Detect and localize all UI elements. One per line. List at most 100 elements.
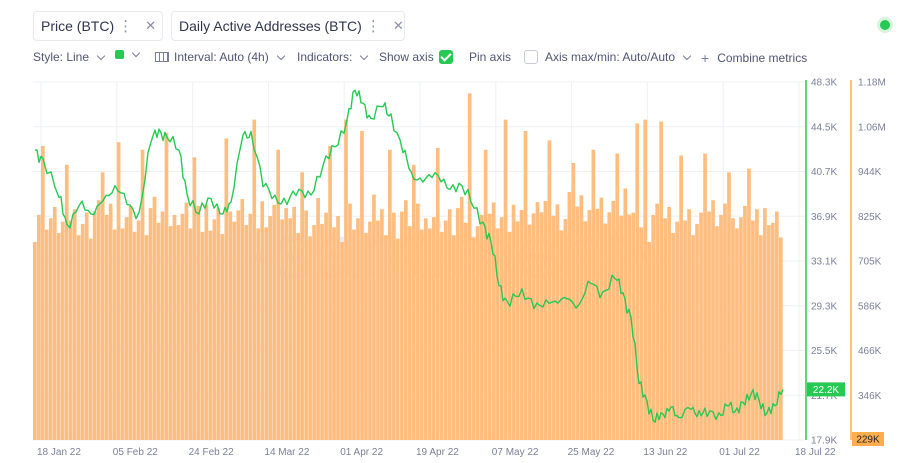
status-indicator-icon xyxy=(880,20,890,30)
daa-bar xyxy=(627,214,632,440)
daa-bar xyxy=(455,208,460,440)
daa-bar xyxy=(719,214,723,440)
daa-bar xyxy=(471,237,476,440)
daa-bar xyxy=(148,208,153,440)
daa-bar xyxy=(459,196,464,440)
daa-bar xyxy=(56,232,61,440)
daa-bar xyxy=(168,226,173,440)
daa-bar xyxy=(236,210,241,440)
daa-bar xyxy=(368,221,372,440)
daa-bar xyxy=(759,235,763,440)
daa-bar xyxy=(188,228,193,440)
daa-bar xyxy=(100,172,105,440)
daa-bar xyxy=(120,228,125,440)
daa-bar xyxy=(44,229,49,440)
daa-bar xyxy=(611,200,616,440)
daa-bar xyxy=(555,204,560,440)
daa-bar xyxy=(92,211,97,440)
daa-bar xyxy=(48,218,53,440)
daa-bar xyxy=(603,223,608,440)
daa-bar xyxy=(84,212,89,440)
daa-bar xyxy=(543,200,548,440)
x-tick-label: 18 Jan 22 xyxy=(37,447,81,458)
daa-bar xyxy=(340,241,344,440)
daa-bar xyxy=(344,119,348,440)
daa-bar xyxy=(527,224,532,440)
daa-bar xyxy=(300,172,304,440)
tab-daily-active-addresses[interactable]: Daily Active Addresses (BTC) ⋮ ✕ xyxy=(171,11,405,41)
daa-bar xyxy=(755,209,759,440)
daa-bar xyxy=(463,222,468,440)
daa-bar xyxy=(136,220,141,440)
daa-bar xyxy=(639,227,644,440)
daa-bar xyxy=(411,164,416,440)
daa-bar xyxy=(384,235,388,440)
close-icon[interactable]: ✕ xyxy=(392,18,404,33)
indicators-dropdown[interactable]: Indicators: xyxy=(297,50,369,64)
pin-axis-checkbox[interactable] xyxy=(524,50,539,64)
daa-bar xyxy=(224,138,229,440)
price-tick-label: 36.9K xyxy=(811,212,837,223)
x-tick-label: 25 May 22 xyxy=(568,447,615,458)
daa-bar xyxy=(308,236,312,440)
daa-bar xyxy=(200,231,205,440)
daa-bar xyxy=(408,226,412,440)
price-current-badge: 22.2K xyxy=(807,382,845,397)
close-icon[interactable]: ✕ xyxy=(145,18,157,33)
daa-bar xyxy=(451,235,456,440)
x-tick-label: 19 Apr 22 xyxy=(416,447,459,458)
x-tick-label: 18 Jul 22 xyxy=(795,447,836,458)
daa-bar xyxy=(775,211,779,440)
daa-bar xyxy=(184,202,189,440)
daa-bar xyxy=(671,232,675,440)
daa-bar xyxy=(635,123,640,440)
daa-bar xyxy=(547,140,552,440)
daa-bar xyxy=(128,205,133,440)
price-tick-label: 25.5K xyxy=(811,346,837,357)
x-tick-label: 24 Feb 22 xyxy=(189,447,234,458)
price-tick-label: 33.1K xyxy=(811,257,837,268)
daa-bar xyxy=(252,119,257,440)
show-axis-toggle[interactable]: Show axis xyxy=(379,50,453,64)
daa-bar xyxy=(511,204,516,440)
show-axis-checkbox[interactable] xyxy=(438,50,453,64)
daa-bar xyxy=(727,172,731,440)
daa-bar xyxy=(519,209,524,440)
daa-bar xyxy=(683,220,687,440)
daa-bar xyxy=(396,238,400,440)
daa-bar xyxy=(264,227,269,440)
daa-bar xyxy=(324,212,328,440)
more-options-icon[interactable]: ⋮ xyxy=(118,18,134,35)
daa-bar xyxy=(228,211,233,440)
daa-bar xyxy=(431,217,436,440)
axis-max-min-dropdown[interactable]: Axis max/min: Auto/Auto xyxy=(545,50,692,64)
combine-metrics-button[interactable]: + Combine metrics xyxy=(701,50,807,66)
color-picker[interactable] xyxy=(115,48,141,59)
daa-bar xyxy=(164,132,169,440)
tab-label: Price (BTC) xyxy=(41,18,115,34)
daa-bar xyxy=(495,228,500,440)
style-dropdown[interactable]: Style: Line xyxy=(33,50,106,64)
daa-bar xyxy=(739,217,743,440)
tab-price-btc[interactable]: Price (BTC) ⋮ ✕ xyxy=(33,11,163,41)
daa-bar xyxy=(336,216,340,440)
daa-bar xyxy=(643,119,648,440)
daa-bar xyxy=(531,213,536,440)
tab-label: Daily Active Addresses (BTC) xyxy=(179,18,362,34)
more-options-icon[interactable]: ⋮ xyxy=(365,18,381,35)
interval-dropdown[interactable]: Interval: Auto (4h) xyxy=(155,50,285,64)
axis-max-min-label: Axis max/min: Auto/Auto xyxy=(545,50,676,64)
daa-bar xyxy=(356,218,360,440)
daa-bar xyxy=(583,221,588,440)
daa-bar xyxy=(479,214,484,440)
daa-bar xyxy=(483,149,488,440)
pin-axis-toggle[interactable]: Pin axis xyxy=(469,50,539,64)
daa-bar xyxy=(607,212,612,440)
daa-bar xyxy=(623,188,628,440)
daa-bar xyxy=(272,204,277,440)
daa-bar xyxy=(575,206,580,440)
daa-bar xyxy=(316,197,320,440)
daa-bar xyxy=(439,231,444,440)
daa-bar xyxy=(647,241,652,440)
